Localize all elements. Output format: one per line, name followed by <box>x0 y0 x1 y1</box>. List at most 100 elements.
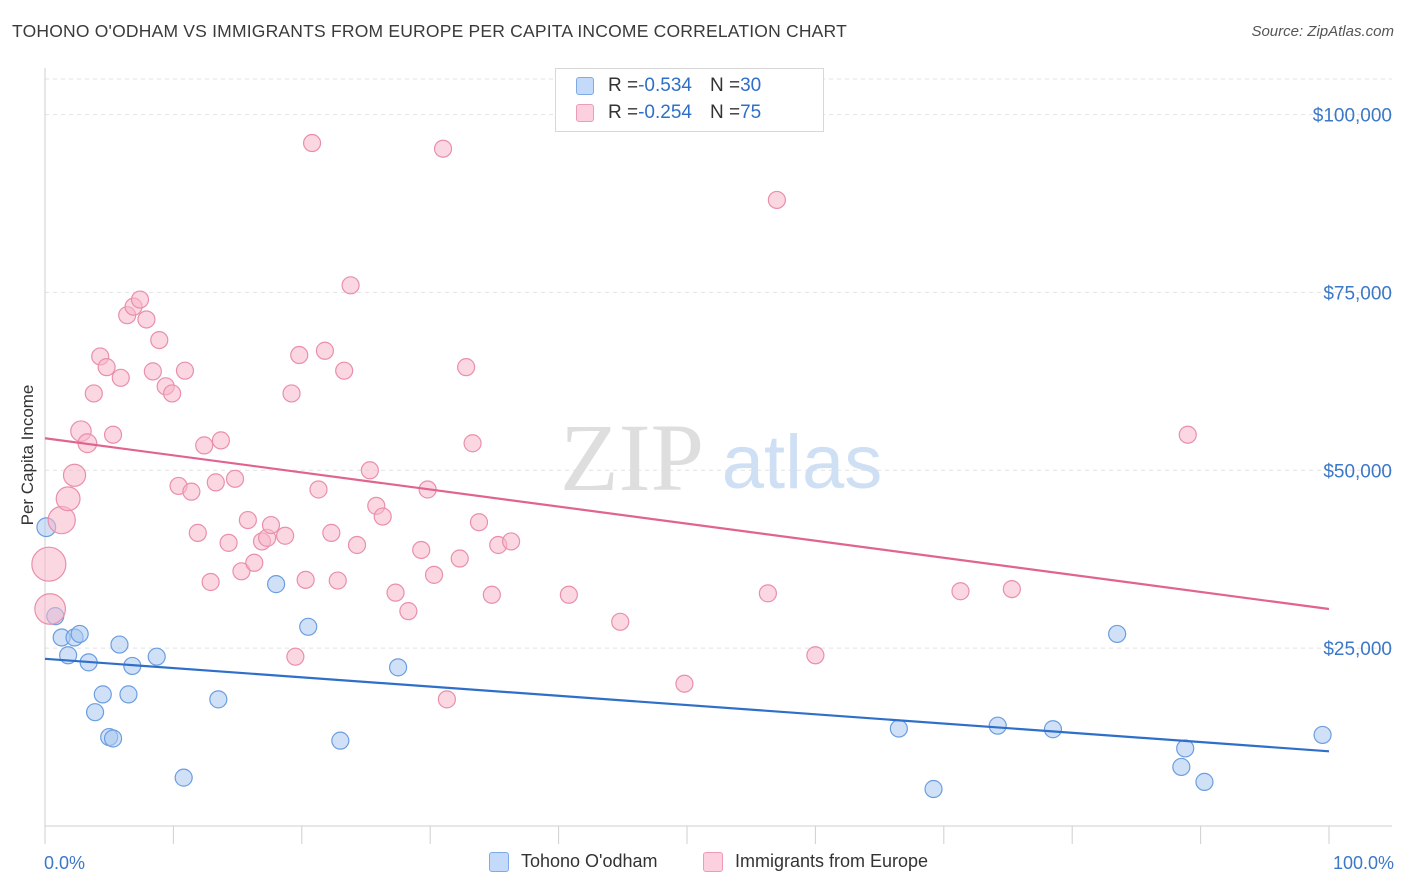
data-point-pink <box>219 533 238 552</box>
data-point-pink <box>130 290 150 309</box>
y-tick-label: $100,000 <box>1313 106 1392 127</box>
bottom-legend-label: Immigrants from Europe <box>735 851 929 871</box>
bottom-legend-tohono: Tohono O'odham <box>489 851 658 872</box>
data-point-pink <box>111 368 130 387</box>
data-point-blue <box>1108 624 1127 644</box>
data-point-pink <box>163 384 182 403</box>
data-point-pink <box>341 276 360 295</box>
data-point-pink <box>188 523 207 542</box>
data-point-blue <box>889 719 908 738</box>
trend-layer <box>44 437 1330 753</box>
data-point-pink <box>424 565 444 584</box>
data-point-pink <box>103 425 123 444</box>
data-point-pink <box>261 515 281 535</box>
data-point-pink <box>457 358 476 377</box>
axis-layer <box>44 68 1392 844</box>
watermark-atlas: atlas <box>722 420 883 505</box>
bottom-legend-europe: Immigrants from Europe <box>703 851 928 872</box>
legend-n-value: 30 <box>740 75 762 96</box>
data-point-blue <box>1313 725 1332 745</box>
data-point-pink <box>201 572 220 592</box>
data-point-pink <box>282 384 301 403</box>
chart-title: TOHONO O'ODHAM VS IMMIGRANTS FROM EUROPE… <box>12 21 847 41</box>
legend-swatch-pink <box>576 104 594 122</box>
data-point-pink <box>84 384 103 403</box>
data-point-blue <box>389 658 408 677</box>
data-point-pink <box>469 513 489 532</box>
series-pink <box>31 133 1197 709</box>
data-point-blue <box>1043 720 1063 739</box>
data-point-pink <box>286 647 305 666</box>
data-point-pink <box>302 133 322 153</box>
data-point-blue <box>331 731 350 750</box>
data-point-pink <box>328 571 347 590</box>
labels-layer: $25,000 $50,000 $75,000 $100,000 0.0% 100.0% <box>44 106 1394 873</box>
data-point-pink <box>34 593 67 625</box>
legend-n-label: N = <box>709 75 741 96</box>
source-label: Source: ZipAtlas.com <box>1251 23 1394 40</box>
data-point-pink <box>232 562 251 581</box>
data-point-blue <box>110 635 129 654</box>
data-point-blue <box>147 647 166 666</box>
data-point-blue <box>85 703 105 722</box>
trend-line-blue <box>44 657 1330 753</box>
y-tick-label: $50,000 <box>1323 461 1392 482</box>
data-point-pink <box>137 310 156 329</box>
data-point-pink <box>412 540 431 560</box>
data-point-blue <box>1195 772 1214 791</box>
x-tick-label-end: 100.0% <box>1333 853 1394 873</box>
data-point-pink <box>1178 425 1197 444</box>
data-point-pink <box>482 585 501 604</box>
legend-row-europe: R = -0.254 N = 75 <box>576 100 761 126</box>
data-point-blue <box>103 729 123 748</box>
data-point-pink <box>437 690 456 709</box>
data-point-pink <box>433 139 453 158</box>
legend-swatch-blue <box>576 77 594 95</box>
legend-r-value: -0.254 <box>638 102 692 123</box>
data-point-blue <box>299 617 318 636</box>
data-point-pink <box>322 523 341 542</box>
watermark: ZIP atlas <box>560 404 882 511</box>
legend-r-value: -0.534 <box>638 75 692 96</box>
data-point-pink <box>758 584 777 603</box>
data-point-pink <box>182 482 201 501</box>
data-point-pink <box>211 431 231 450</box>
stats-legend: R = -0.534 N = 30 R = -0.254 N = 75 <box>555 68 824 132</box>
data-point-blue <box>988 716 1007 735</box>
data-point-blue <box>209 690 228 709</box>
y-tick-label: $25,000 <box>1323 639 1392 660</box>
y-axis-label: Per Capita Income <box>18 384 37 526</box>
data-point-pink <box>463 434 482 453</box>
data-point-pink <box>150 330 169 350</box>
data-point-pink <box>238 510 257 530</box>
data-point-pink <box>245 553 264 572</box>
data-point-pink <box>62 463 87 487</box>
data-point-blue <box>174 768 193 787</box>
data-point-pink <box>276 526 295 545</box>
data-point-pink <box>1002 579 1021 599</box>
data-point-pink <box>806 646 825 665</box>
bottom-legend-swatch-pink <box>703 851 723 872</box>
data-point-pink <box>450 549 469 568</box>
series-blue <box>36 517 1332 799</box>
data-point-blue <box>1172 757 1191 777</box>
data-point-pink <box>501 532 521 551</box>
data-point-pink <box>675 674 694 693</box>
data-point-pink <box>559 585 578 604</box>
data-point-pink <box>347 535 367 555</box>
data-point-pink <box>951 582 970 601</box>
data-point-blue <box>1176 739 1195 758</box>
data-point-pink <box>206 473 225 492</box>
data-point-blue <box>924 779 943 799</box>
watermark-zip: ZIP <box>560 404 704 511</box>
legend-r-label: R = <box>608 102 639 123</box>
data-point-pink <box>97 358 116 377</box>
data-point-pink <box>195 436 214 455</box>
data-point-pink <box>315 341 335 360</box>
data-point-blue <box>93 685 112 704</box>
data-point-pink <box>399 602 418 621</box>
points-layer <box>31 133 1332 799</box>
data-point-blue <box>119 685 138 704</box>
data-point-pink <box>31 546 67 582</box>
